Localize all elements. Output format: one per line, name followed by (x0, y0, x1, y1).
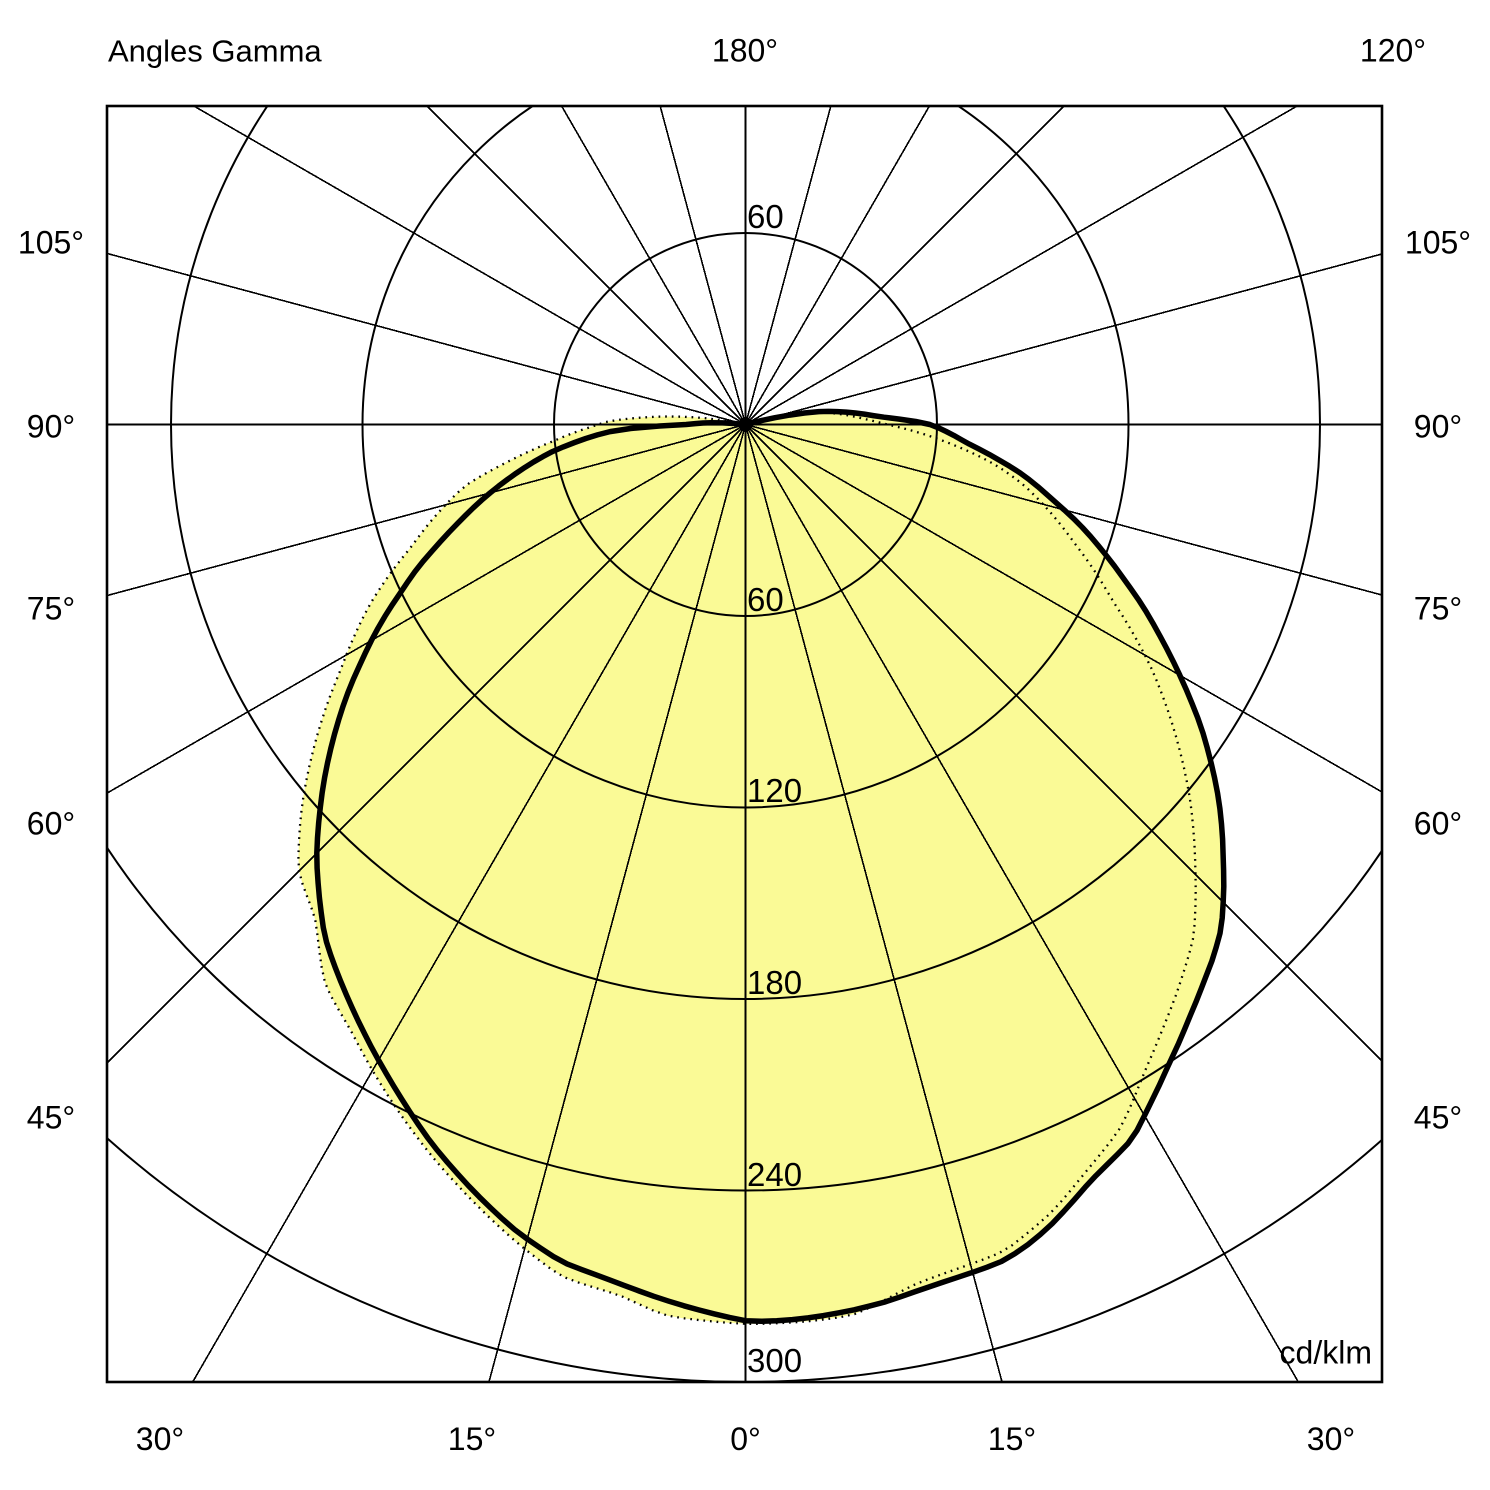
svg-text:45°: 45° (1414, 1100, 1462, 1136)
svg-text:300: 300 (747, 1342, 802, 1379)
svg-text:0°: 0° (730, 1421, 761, 1457)
svg-text:60°: 60° (1414, 806, 1462, 842)
svg-text:15°: 15° (448, 1421, 496, 1457)
svg-text:180°: 180° (712, 33, 778, 69)
svg-text:cd/klm: cd/klm (1280, 1335, 1372, 1371)
svg-text:Angles Gamma: Angles Gamma (108, 34, 322, 69)
svg-text:105°: 105° (18, 225, 84, 261)
svg-text:90°: 90° (27, 409, 75, 445)
svg-text:45°: 45° (27, 1100, 75, 1136)
svg-text:60: 60 (747, 198, 784, 235)
svg-text:180: 180 (747, 964, 802, 1001)
svg-text:240: 240 (747, 1156, 802, 1193)
svg-text:30°: 30° (136, 1421, 184, 1457)
svg-text:120: 120 (747, 772, 802, 809)
svg-text:75°: 75° (1414, 591, 1462, 627)
svg-text:60: 60 (747, 581, 784, 618)
svg-text:30°: 30° (1307, 1421, 1355, 1457)
svg-text:90°: 90° (1414, 409, 1462, 445)
svg-text:15°: 15° (988, 1421, 1036, 1457)
svg-text:120°: 120° (1360, 33, 1426, 69)
svg-text:75°: 75° (27, 591, 75, 627)
svg-text:105°: 105° (1405, 225, 1471, 261)
svg-text:60°: 60° (27, 806, 75, 842)
